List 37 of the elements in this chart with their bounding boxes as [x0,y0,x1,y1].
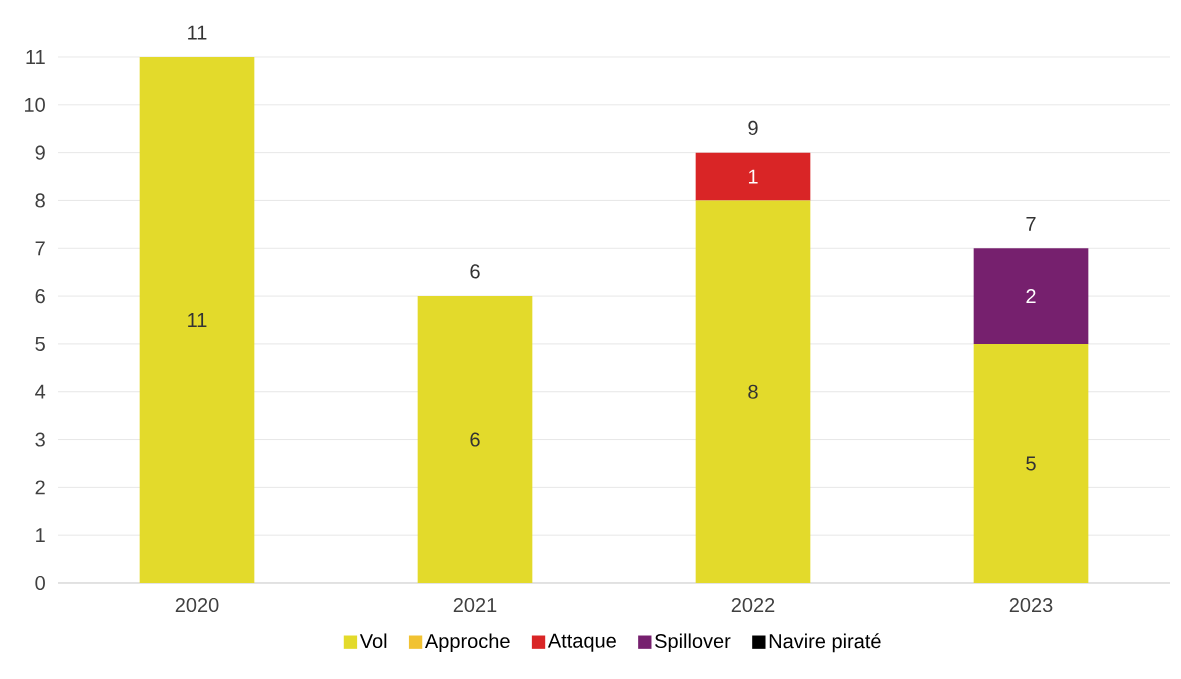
y-tick-label: 1 [36,528,45,543]
data-label: 6 [470,432,480,447]
legend-label: Navire piraté [769,633,881,653]
legend-label: Attaque [547,633,616,652]
x-tick-label: 2021 [453,597,497,613]
data-label: 11 [188,313,207,327]
data-label: 5 [1026,456,1036,471]
legend-label: Vol [359,633,387,649]
bar [417,296,533,583]
x-tick-label: 2022 [731,597,775,613]
y-tick-label: 7 [35,241,45,256]
bar [973,248,1089,344]
total-label: 6 [470,264,480,279]
legend-label: Spillover [655,633,731,653]
y-tick-label: 5 [35,336,45,351]
data-label: 8 [748,384,758,399]
y-tick-label: 8 [35,193,45,208]
legend-label: Approche [424,633,510,653]
y-tick-label: 4 [35,384,46,399]
y-tick-label: 6 [35,289,45,304]
bar [139,57,255,583]
y-tick-label: 3 [35,432,45,447]
x-tick-label: 2023 [1009,597,1053,613]
total-label: 9 [748,120,758,136]
bar [695,152,811,201]
y-tick-label: 0 [35,575,45,591]
y-tick-label: 2 [35,480,45,495]
y-tick-label: 11 [26,50,45,64]
data-label: 2 [1026,289,1036,304]
bar [695,200,811,583]
y-tick-label: 10 [25,97,45,112]
total-label: 11 [188,25,207,40]
y-tick-label: 9 [35,145,45,160]
total-label: 7 [1026,216,1036,231]
bar [973,343,1089,583]
x-tick-label: 2020 [175,597,219,613]
data-label: 1 [748,169,758,184]
